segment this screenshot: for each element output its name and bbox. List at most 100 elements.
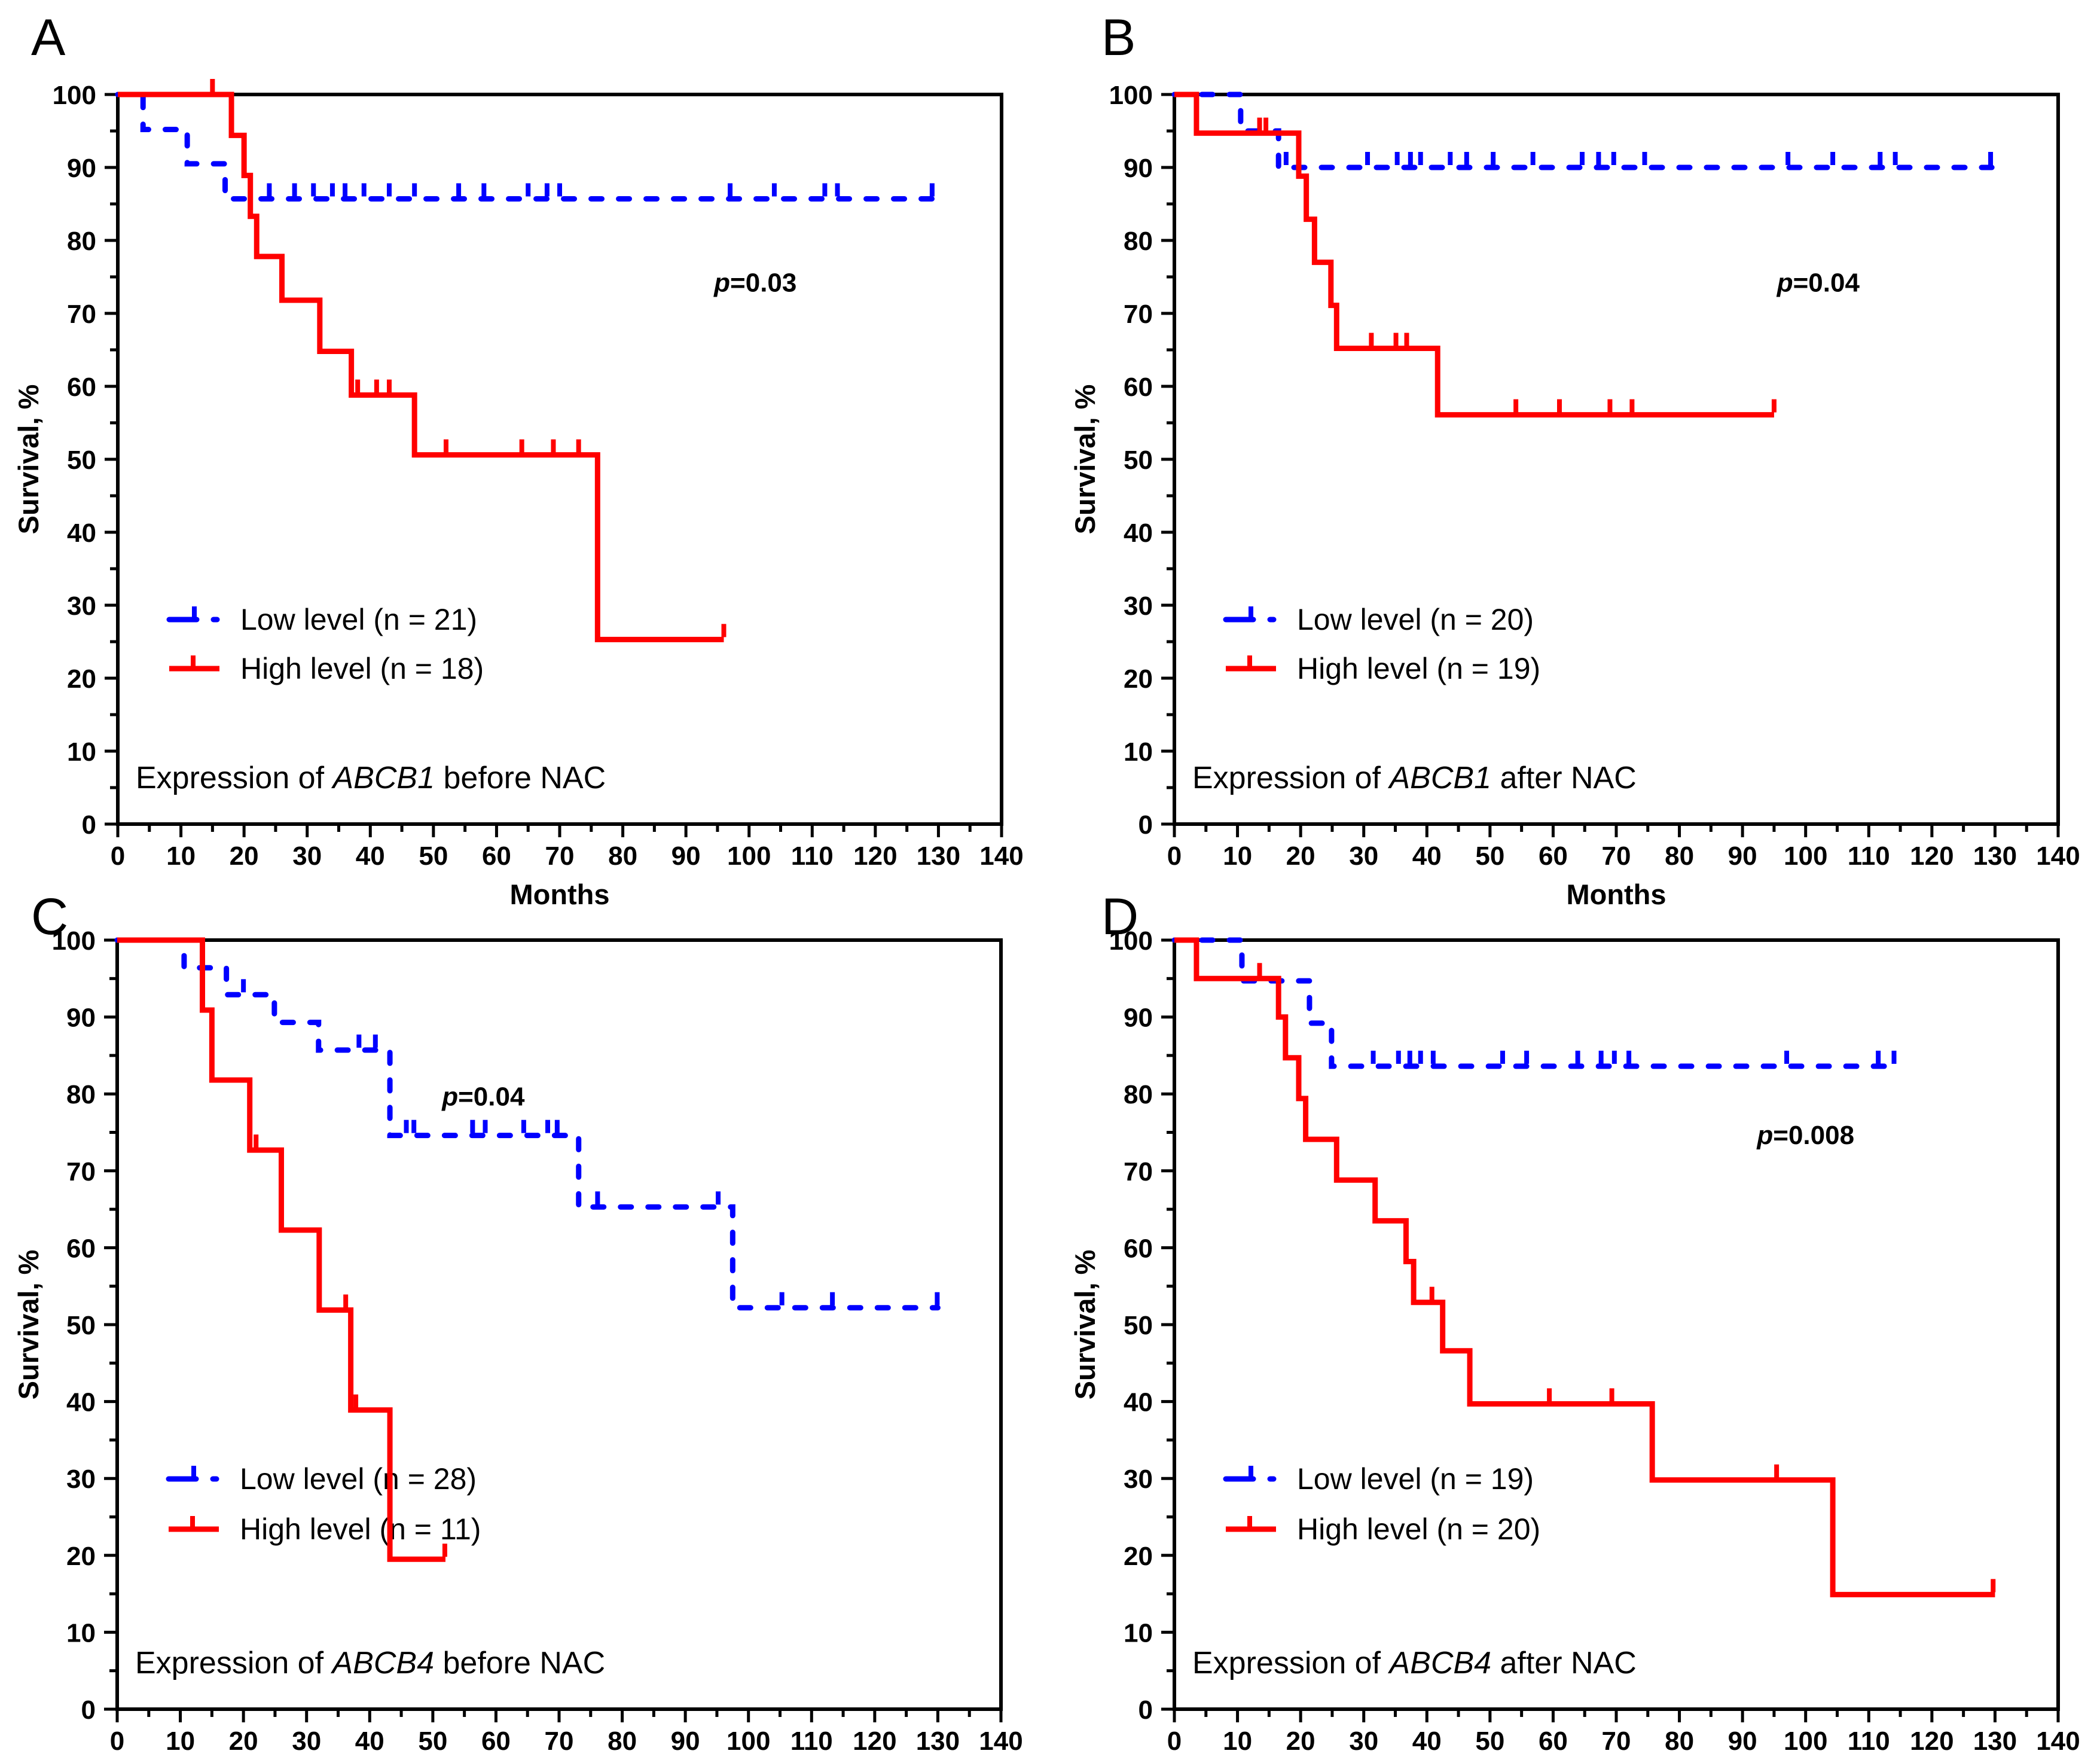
x-tick-label: 10 xyxy=(166,1727,195,1756)
y-tick-label: 40 xyxy=(1124,518,1153,548)
y-tick-label: 30 xyxy=(1124,591,1153,621)
y-tick-label: 100 xyxy=(1109,81,1153,110)
survival-curve-low xyxy=(115,91,941,202)
x-tick-label: 140 xyxy=(979,1727,1022,1756)
panel-b: 0 10 20 30 40 50 60 70 80 90 100 110 120 130 140 0 10 20 3… xyxy=(1069,9,2080,910)
x-tick-label: 100 xyxy=(1784,1727,1827,1756)
legend-label-high: High level (n = 18) xyxy=(240,652,484,685)
y-tick-label: 50 xyxy=(1124,446,1153,475)
x-tick-label: 90 xyxy=(671,1727,700,1756)
x-tick-label: 0 xyxy=(1167,841,1182,871)
y-tick-label: 0 xyxy=(1138,1695,1153,1725)
x-tick-label: 140 xyxy=(979,841,1023,871)
x-tick-label: 20 xyxy=(1286,841,1315,871)
y-axis-title: Survival, % xyxy=(13,1250,44,1400)
x-tick-label: 130 xyxy=(917,841,960,871)
x-tick-label: 110 xyxy=(1848,841,1890,871)
y-tick-label: 40 xyxy=(66,1388,96,1417)
y-tick-label: 10 xyxy=(1124,737,1153,767)
y-tick-label: 100 xyxy=(52,926,96,956)
survival-curve-high xyxy=(117,937,445,1562)
legend-label-low: Low level (n = 28) xyxy=(240,1462,477,1496)
x-tick-label: 0 xyxy=(110,1727,124,1756)
y-tick-label: 90 xyxy=(1124,154,1153,183)
x-tick-label: 40 xyxy=(355,1727,384,1756)
x-tick-label: 50 xyxy=(1475,1727,1504,1756)
y-tick-label: 80 xyxy=(1124,227,1153,256)
legend-label-high: High level (n = 11) xyxy=(240,1512,481,1546)
panel-a: 0 10 20 30 40 50 60 70 80 90 100 110 120 130 140 0 10 20 3… xyxy=(13,9,1024,910)
plot-frame xyxy=(115,938,1003,1711)
p-value-label: p=0.008 xyxy=(1756,1121,1854,1150)
x-tick-label: 80 xyxy=(1665,1727,1694,1756)
p-value-label: p=0.04 xyxy=(1777,268,1860,297)
y-tick-label: 40 xyxy=(67,518,96,548)
y-tick-label: 80 xyxy=(67,227,96,256)
y-tick-label: 60 xyxy=(1124,1234,1153,1263)
y-tick-label: 90 xyxy=(1124,1003,1153,1033)
y-tick-label: 10 xyxy=(67,737,96,767)
x-tick-label: 40 xyxy=(1412,841,1442,871)
x-tick-label: 50 xyxy=(419,841,448,871)
y-tick-label: 30 xyxy=(1124,1465,1153,1494)
panel-caption: Expression of ABCB1 after NAC xyxy=(1192,761,1637,795)
x-tick-label: 90 xyxy=(671,841,701,871)
y-tick-label: 50 xyxy=(67,446,96,475)
legend-label-low: Low level (n = 21) xyxy=(240,603,477,636)
x-tick-label: 120 xyxy=(1910,841,1954,871)
legend-label-high: High level (n = 20) xyxy=(1297,1512,1540,1546)
x-tick-label: 140 xyxy=(2036,1727,2080,1756)
x-tick-label: 70 xyxy=(1602,1727,1631,1756)
x-tick-label: 120 xyxy=(853,841,897,871)
y-tick-label: 40 xyxy=(1124,1388,1153,1417)
x-tick-label: 70 xyxy=(545,1727,574,1756)
x-tick-label: 30 xyxy=(292,1727,321,1756)
y-tick-label: 10 xyxy=(66,1618,96,1648)
x-tick-label: 50 xyxy=(418,1727,447,1756)
x-tick-label: 120 xyxy=(853,1727,896,1756)
y-tick-label: 60 xyxy=(1124,373,1153,402)
x-tick-label: 50 xyxy=(1475,841,1504,871)
y-tick-label: 10 xyxy=(1124,1618,1153,1648)
x-tick-label: 70 xyxy=(545,841,575,871)
panel-caption: Expression of ABCB4 after NAC xyxy=(1192,1646,1637,1680)
y-tick-label: 20 xyxy=(1124,1542,1153,1571)
x-tick-label: 140 xyxy=(2036,841,2080,871)
x-tick-label: 10 xyxy=(166,841,196,871)
x-tick-label: 0 xyxy=(1167,1727,1182,1756)
x-tick-label: 100 xyxy=(1784,841,1827,871)
panel-letter: C xyxy=(31,888,68,945)
x-axis-title: Months xyxy=(1566,879,1666,910)
y-axis-title: Survival, % xyxy=(1069,1250,1101,1400)
x-tick-label: 60 xyxy=(1539,841,1568,871)
y-tick-label: 70 xyxy=(66,1157,96,1186)
x-tick-label: 90 xyxy=(1728,1727,1757,1756)
x-tick-label: 60 xyxy=(481,1727,511,1756)
legend-label-low: Low level (n = 20) xyxy=(1297,603,1534,636)
survival-curve-low xyxy=(1171,937,1900,1069)
y-tick-label: 0 xyxy=(81,1695,96,1725)
x-tick-label: 20 xyxy=(230,841,259,871)
panel-letter: B xyxy=(1101,9,1136,66)
y-tick-label: 70 xyxy=(1124,1157,1153,1186)
x-tick-label: 30 xyxy=(292,841,322,871)
x-tick-label: 80 xyxy=(608,841,637,871)
x-tick-label: 80 xyxy=(1665,841,1694,871)
y-tick-label: 80 xyxy=(66,1080,96,1109)
x-tick-label: 80 xyxy=(608,1727,637,1756)
panel-d: 0 10 20 30 40 50 60 70 80 90 100 110 120 130 140 0 10 20 3… xyxy=(1069,888,2080,1756)
legend-label-low: Low level (n = 19) xyxy=(1297,1462,1534,1496)
x-axis-title: Months xyxy=(509,879,609,910)
y-tick-label: 100 xyxy=(1109,926,1153,956)
y-tick-label: 80 xyxy=(1124,1080,1153,1109)
x-tick-label: 110 xyxy=(1848,1727,1890,1756)
x-tick-label: 60 xyxy=(1539,1727,1568,1756)
p-value-label: p=0.04 xyxy=(441,1082,525,1111)
x-tick-label: 110 xyxy=(791,841,834,871)
panel-caption: Expression of ABCB1 before NAC xyxy=(136,761,606,795)
panel-caption: Expression of ABCB4 before NAC xyxy=(135,1646,605,1680)
x-tick-label: 130 xyxy=(1973,841,2017,871)
y-tick-label: 20 xyxy=(67,664,96,694)
